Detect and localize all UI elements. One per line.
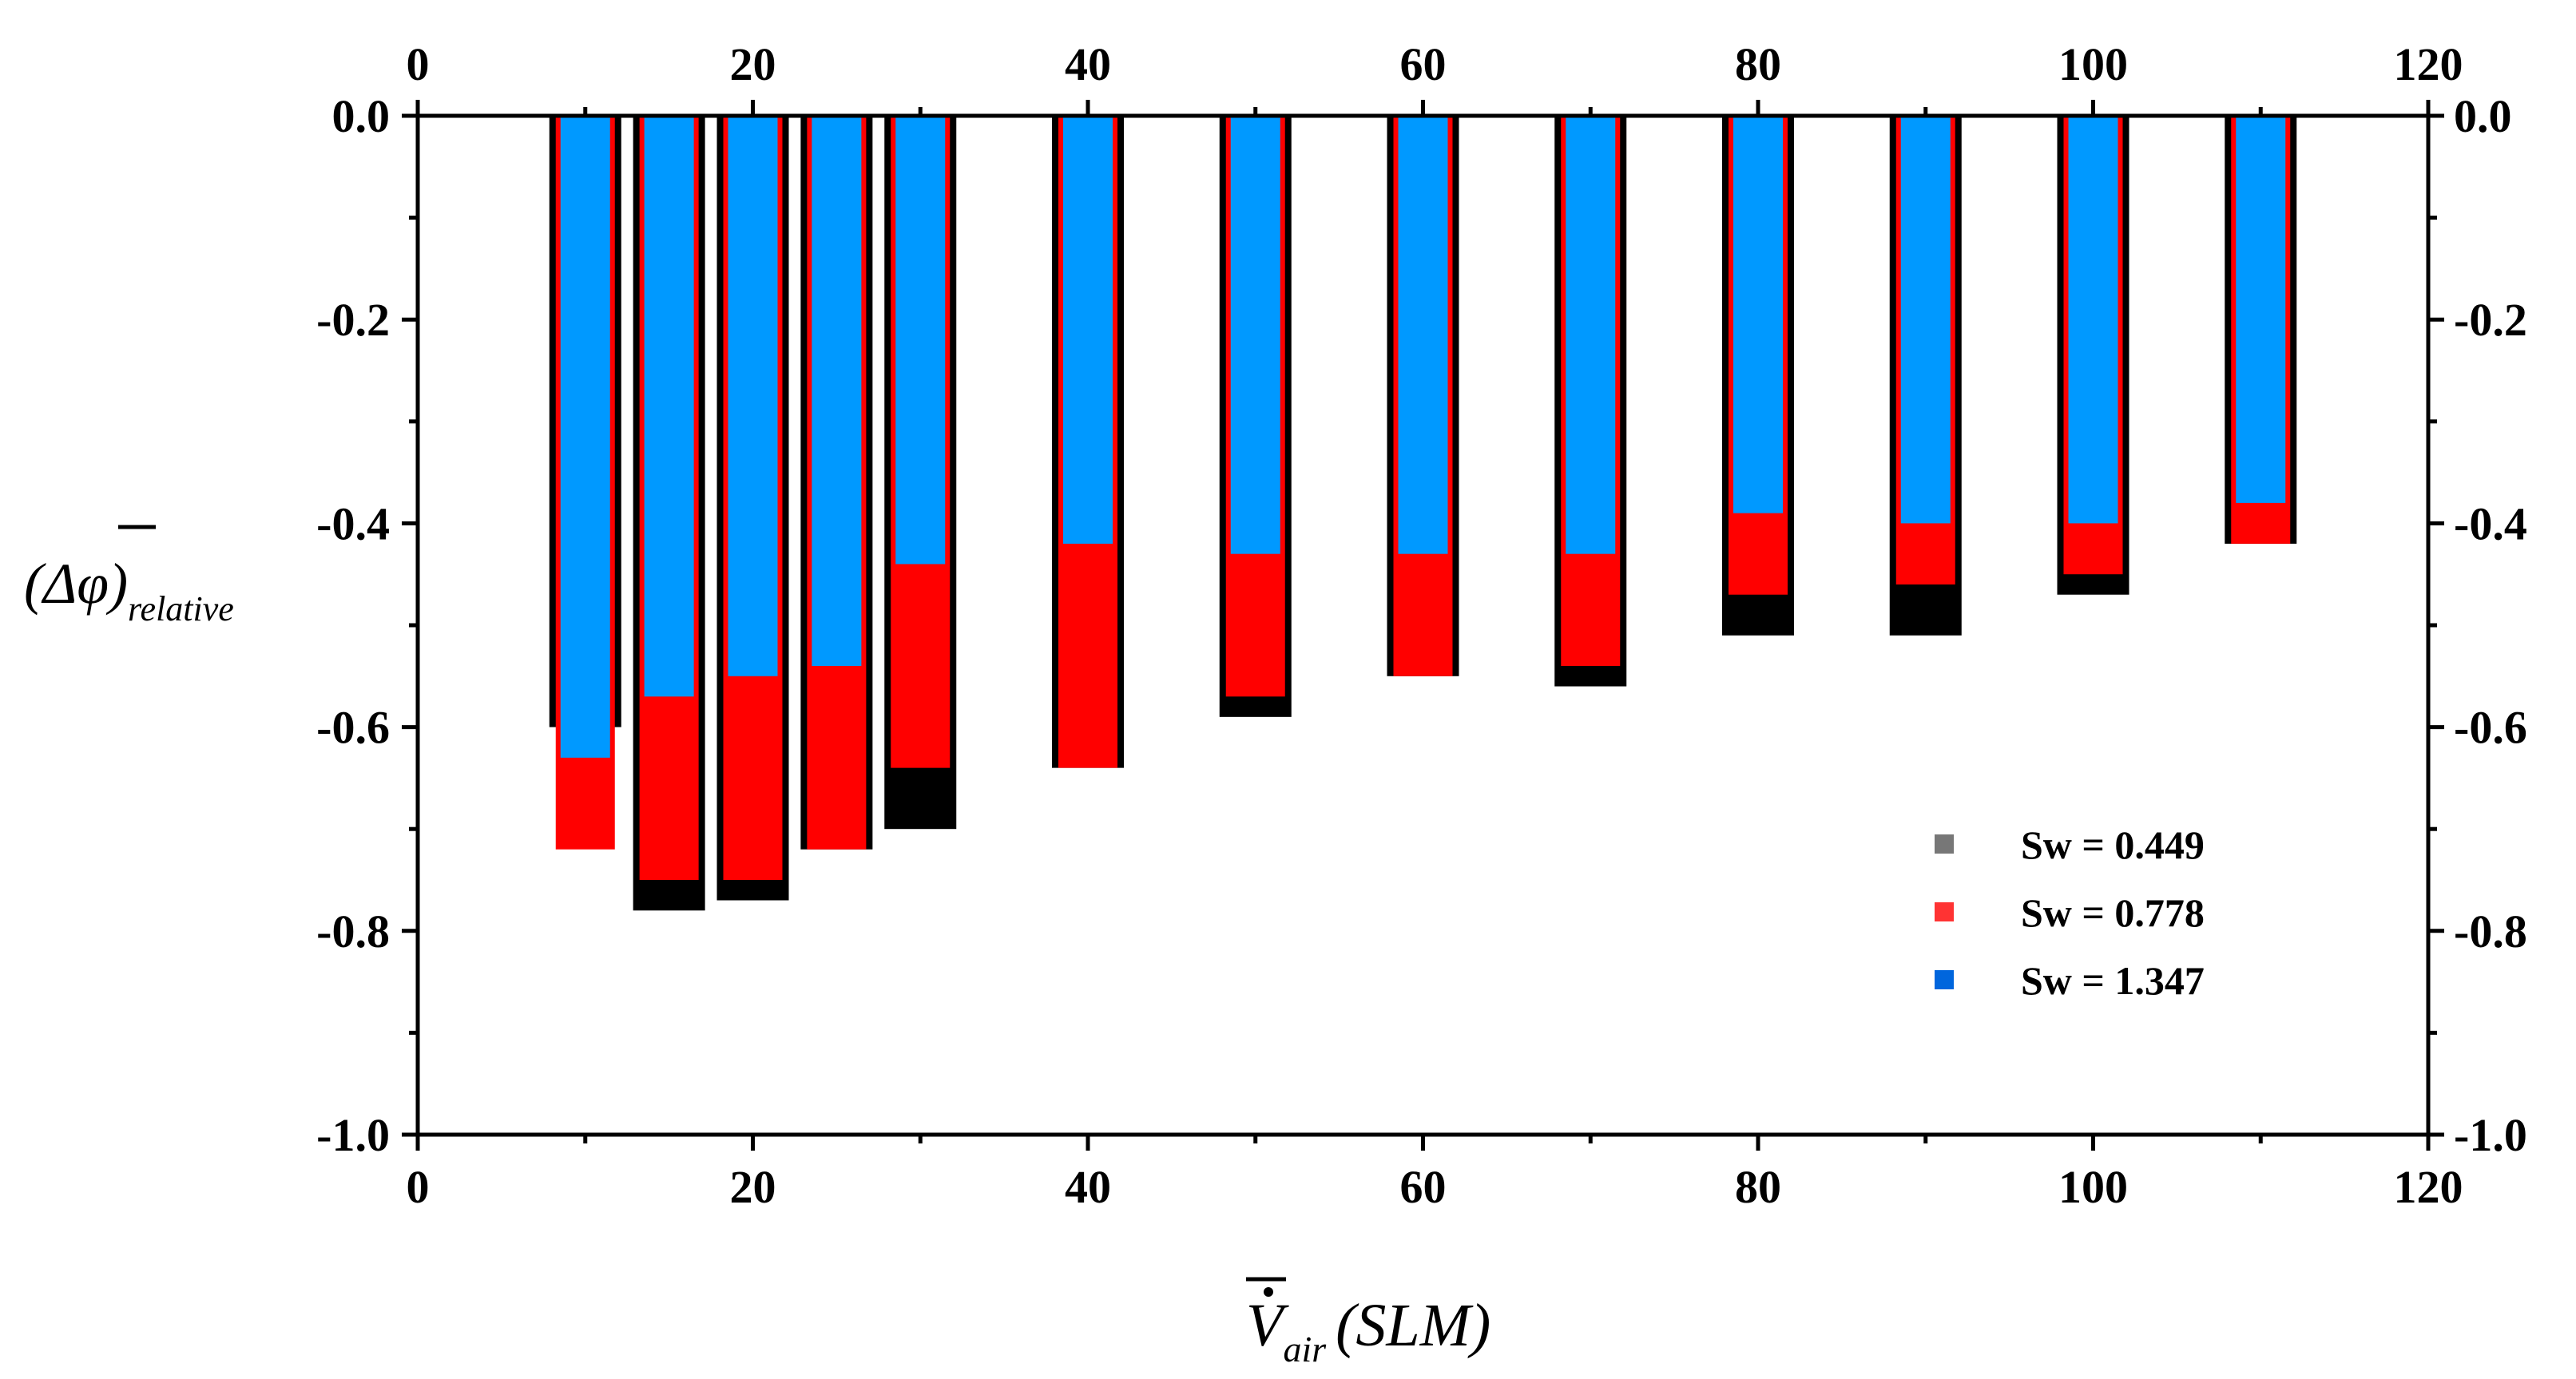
y-tick-label-right-3: -0.6	[2454, 702, 2527, 754]
legend-swatch-1	[1935, 902, 1954, 921]
x-tick-label-top-5: 100	[2058, 38, 2128, 90]
bar-series-2-point-9	[1733, 116, 1783, 513]
bar-series-2-point-2	[728, 116, 778, 676]
x-tick-label-top-3: 60	[1400, 38, 1447, 90]
y-tick-label-left-1: -0.2	[316, 294, 390, 346]
bar-series-2-point-7	[1398, 116, 1448, 554]
bar-series-2-point-10	[1900, 116, 1951, 524]
y-axis-title: (Δφ)relative	[24, 525, 234, 628]
y-tick-label-left-4: -0.8	[316, 905, 390, 957]
legend-item-1: Sw = 0.778	[1935, 890, 2205, 935]
bar-series-2-point-12	[2236, 116, 2286, 503]
x-tick-label-top-6: 120	[2394, 38, 2463, 90]
bar-series-2-point-5	[1063, 116, 1113, 544]
x-tick-label-bottom-1: 20	[730, 1161, 776, 1213]
x-axis-title-sub: air	[1283, 1329, 1327, 1369]
y-tick-label-left-2: -0.4	[316, 497, 390, 549]
y-tick-label-left-5: -1.0	[316, 1109, 390, 1161]
svg-text:Vair(SLM): Vair (SLM)	[1246, 1292, 1490, 1369]
x-tick-label-bottom-6: 120	[2394, 1161, 2463, 1213]
y-tick-label-right-5: -1.0	[2454, 1109, 2527, 1161]
bars-layer	[549, 116, 2297, 911]
bar-series-2-point-1	[644, 116, 694, 697]
y-tick-label-right-1: -0.2	[2454, 294, 2527, 346]
x-tick-label-top-4: 80	[1735, 38, 1781, 90]
x-axis-title-unit: (SLM)	[1336, 1292, 1490, 1359]
x-axis-title-base: V	[1246, 1292, 1289, 1359]
bar-series-2-point-8	[1566, 116, 1616, 554]
x-axis-title-dot	[1264, 1287, 1273, 1297]
legend-swatch-0	[1935, 834, 1954, 854]
svg-text:(Δφ)relative: (Δφ)relative	[24, 552, 234, 628]
y-axis-title-base: (Δφ)	[24, 552, 128, 616]
x-tick-label-top-2: 40	[1065, 38, 1111, 90]
legend-swatch-2	[1935, 970, 1954, 989]
x-tick-label-bottom-5: 100	[2058, 1161, 2128, 1213]
y-tick-label-left-0: 0.0	[332, 90, 391, 142]
x-tick-label-bottom-4: 80	[1735, 1161, 1781, 1213]
bar-series-2-point-6	[1230, 116, 1280, 554]
x-tick-label-bottom-2: 40	[1065, 1161, 1111, 1213]
bar-series-2-point-3	[812, 116, 862, 667]
x-axis-title: Vair (SLM)	[1246, 1277, 1490, 1369]
bar-series-2-point-0	[560, 116, 610, 758]
legend: Sw = 0.449 Sw = 0.778 Sw = 1.347	[1935, 822, 2205, 1003]
y-tick-label-left-3: -0.6	[316, 702, 390, 754]
legend-item-2: Sw = 1.347	[1935, 958, 2205, 1003]
legend-label-0: Sw = 0.449	[2021, 822, 2205, 867]
y-axis-title-sub: relative	[128, 589, 234, 628]
x-tick-label-bottom-3: 60	[1400, 1161, 1447, 1213]
bar-series-2-point-4	[895, 116, 946, 565]
y-tick-label-right-2: -0.4	[2454, 497, 2527, 549]
x-tick-label-top-1: 20	[730, 38, 776, 90]
x-tick-label-top-0: 0	[407, 38, 430, 90]
bar-series-2-point-11	[2068, 116, 2118, 524]
legend-item-0: Sw = 0.449	[1935, 822, 2205, 867]
y-tick-label-right-0: 0.0	[2454, 90, 2512, 142]
legend-label-1: Sw = 0.778	[2021, 890, 2205, 935]
x-tick-label-bottom-0: 0	[407, 1161, 430, 1213]
legend-label-2: Sw = 1.347	[2021, 958, 2205, 1003]
y-tick-label-right-4: -0.8	[2454, 905, 2527, 957]
